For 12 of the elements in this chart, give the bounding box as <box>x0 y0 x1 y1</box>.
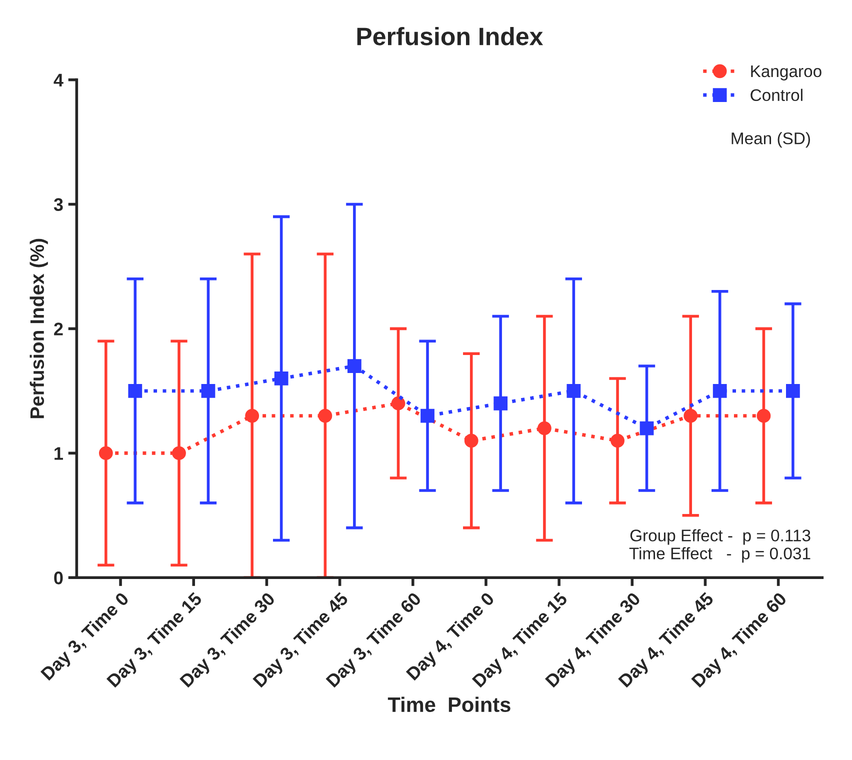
legend-label: Control <box>750 88 802 102</box>
y-tick-label: 1 <box>54 447 63 460</box>
y-tick-label: 3 <box>54 198 63 211</box>
legend-label: Kangaroo <box>751 66 822 80</box>
annotation: Group Effect - p = 0.113 Time Effect - p = 0.031 <box>629 529 810 563</box>
y-tick-label: 0 <box>54 572 63 584</box>
y-tick-label: 4 <box>54 74 64 86</box>
y-tick-label: 2 <box>54 322 63 336</box>
x-axis-title: Time Points <box>388 696 510 712</box>
annotation: Mean (SD) <box>732 132 810 148</box>
y-axis-title: Perfusion Index (%) <box>30 238 48 418</box>
chart-title: Perfusion Index <box>357 26 544 46</box>
